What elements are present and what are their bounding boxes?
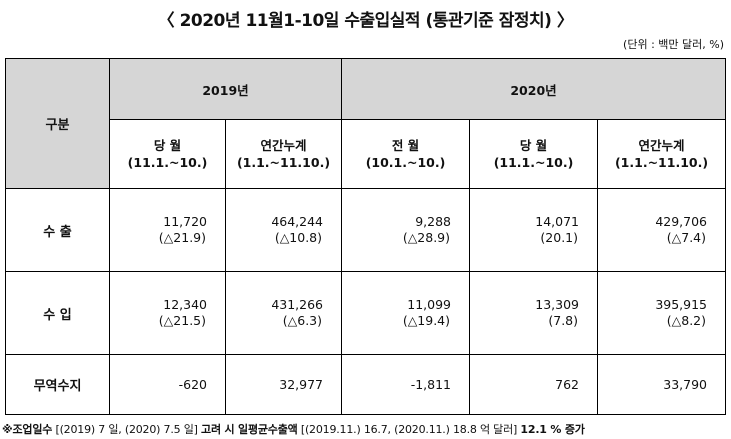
table-cell: 9,288 (△28.9) bbox=[341, 188, 471, 272]
cell-change: (△28.9) bbox=[402, 230, 451, 245]
table-cell: 33,790 bbox=[597, 354, 727, 415]
table-cell: 395,915 (△8.2) bbox=[597, 271, 727, 355]
table-cell: 32,977 bbox=[224, 354, 343, 415]
column-header-label: 당 월 bbox=[519, 138, 548, 153]
column-header-range: (11.1.~10.) bbox=[127, 155, 208, 170]
table-cell: 431,266 (△6.3) bbox=[224, 271, 343, 355]
cell-change: (△6.3) bbox=[282, 313, 323, 328]
cell-value: 14,071 bbox=[535, 214, 580, 229]
table-cell: 464,244 (△10.8) bbox=[224, 188, 343, 272]
corner-header: 구분 bbox=[5, 58, 110, 189]
trade-statistics-table: 구분 2019년 2020년 당 월 (11.1.~10.) 연간누계 (1.1… bbox=[5, 58, 727, 415]
export-row: 수 출 11,720 (△21.9) 464,244 (△10.8) 9,288… bbox=[5, 188, 727, 272]
footnote-avg: [(2019.11.) 16.7, (2020.11.) 18.8 억 달러] bbox=[297, 423, 521, 436]
column-header-label: 연간누계 bbox=[638, 138, 685, 153]
unit-label: (단위 : 백만 달러, %) bbox=[623, 38, 724, 51]
footnote-result: 12.1 % 증가 bbox=[520, 423, 585, 436]
trade-balance-row: 무역수지 -620 32,977 -1,811 762 33,790 bbox=[5, 354, 727, 415]
header-row-periods: 당 월 (11.1.~10.) 연간누계 (1.1.~11.10.) 전 월 (… bbox=[6, 119, 727, 189]
cell-value: 11,720 bbox=[163, 214, 207, 229]
cell-change: (△19.4) bbox=[402, 313, 451, 328]
column-header-label: 연간누계 bbox=[260, 138, 307, 153]
row-label-import: 수 입 bbox=[5, 271, 110, 355]
column-header-range: (1.1.~11.10.) bbox=[614, 155, 709, 170]
column-header-range: (11.1.~10.) bbox=[493, 155, 574, 170]
cell-change: (△21.5) bbox=[158, 313, 206, 328]
page-title: 〈 2020년 11월1-10일 수출입실적 (통관기준 잠정치) 〉 bbox=[157, 11, 574, 31]
cell-value: 12,340 bbox=[163, 297, 207, 312]
table-cell: 11,099 (△19.4) bbox=[341, 271, 471, 355]
cell-value: 9,288 bbox=[415, 214, 452, 229]
column-header-range: (1.1.~11.10.) bbox=[236, 155, 331, 170]
column-header: 당 월 (11.1.~10.) bbox=[109, 119, 226, 189]
footnote-days: [(2019) 7 일, (2020) 7.5 일] bbox=[52, 423, 202, 436]
row-label-export: 수 출 bbox=[5, 188, 110, 272]
table-cell: 429,706 (△7.4) bbox=[597, 188, 727, 272]
cell-change: (△10.8) bbox=[274, 230, 323, 245]
column-header: 연간누계 (1.1.~11.10.) bbox=[224, 119, 343, 189]
footnote: ※조업일수 [(2019) 7 일, (2020) 7.5 일] 고려 시 일평… bbox=[2, 421, 585, 437]
table-cell: -1,811 bbox=[341, 354, 471, 415]
column-header: 당 월 (11.1.~10.) bbox=[469, 119, 599, 189]
header-row-years: 구분 2019년 2020년 bbox=[5, 58, 727, 189]
row-label-balance: 무역수지 bbox=[5, 354, 110, 415]
column-header-label: 당 월 bbox=[153, 138, 182, 153]
cell-change: (7.8) bbox=[548, 313, 579, 328]
cell-change: (△7.4) bbox=[666, 230, 707, 245]
cell-value: 11,099 bbox=[407, 297, 452, 312]
cell-value: 429,706 bbox=[655, 214, 708, 229]
table-cell: 11,720 (△21.9) bbox=[109, 188, 226, 272]
table-cell: 14,071 (20.1) bbox=[469, 188, 599, 272]
footnote-mid: 고려 시 일평균수출액 bbox=[201, 423, 298, 436]
column-header: 전 월 (10.1.~10.) bbox=[341, 119, 471, 189]
column-header: 연간누계 (1.1.~11.10.) bbox=[597, 119, 727, 189]
cell-change: (20.1) bbox=[540, 230, 579, 245]
cell-value: 13,309 bbox=[535, 297, 580, 312]
cell-value: 431,266 bbox=[271, 297, 324, 312]
import-row: 수 입 12,340 (△21.5) 431,266 (△6.3) 11,099… bbox=[5, 271, 727, 355]
cell-value: 464,244 bbox=[271, 214, 324, 229]
cell-change: (△21.9) bbox=[158, 230, 206, 245]
cell-value: 395,915 bbox=[655, 297, 708, 312]
table-cell: -620 bbox=[109, 354, 226, 415]
cell-change: (△8.2) bbox=[666, 313, 707, 328]
header-2020: 2020년 bbox=[341, 58, 727, 120]
table-cell: 13,309 (7.8) bbox=[469, 271, 599, 355]
column-header-label: 전 월 bbox=[391, 138, 420, 153]
header-2019: 2019년 bbox=[108, 58, 343, 120]
table-cell: 12,340 (△21.5) bbox=[109, 271, 226, 355]
table-cell: 762 bbox=[469, 354, 599, 415]
column-header-range: (10.1.~10.) bbox=[365, 155, 446, 170]
footnote-prefix: ※조업일수 bbox=[2, 423, 53, 436]
